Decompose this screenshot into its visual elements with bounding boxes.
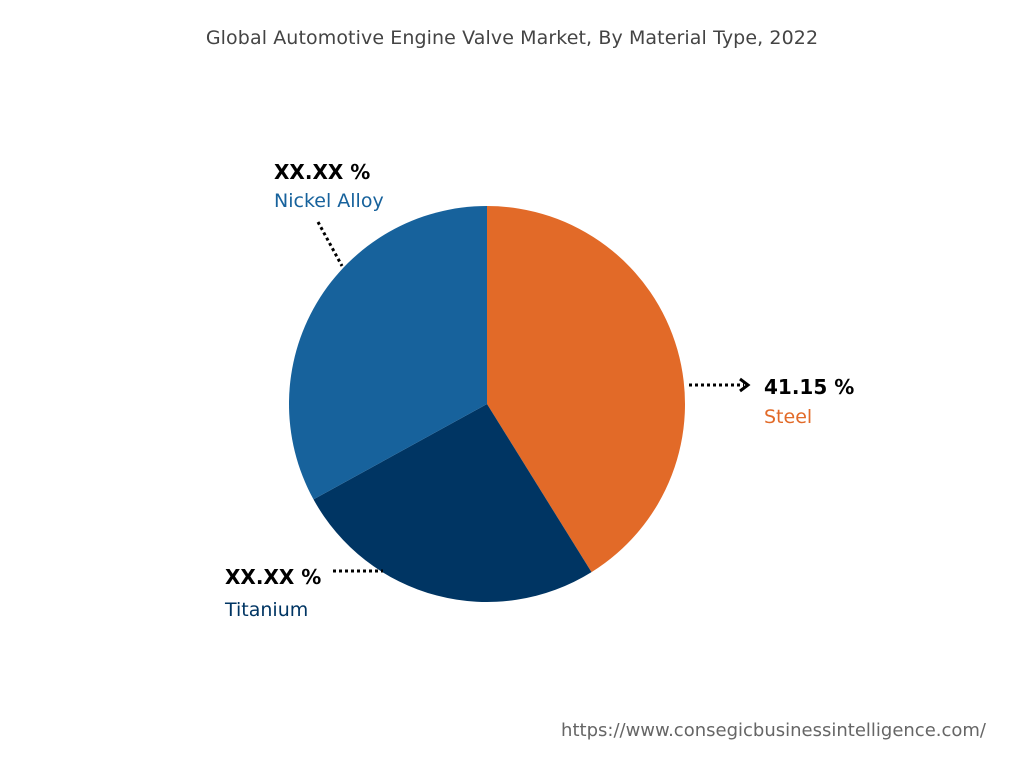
nickel-alloy-category-label: Nickel Alloy	[274, 190, 384, 212]
steel-leader-arrow	[739, 377, 751, 393]
pie-slice-titanium	[313, 404, 592, 602]
nickel-alloy-value-label: XX.XX %	[274, 160, 370, 184]
pie-slice-steel	[487, 206, 685, 573]
nickel-alloy-leader-line	[316, 221, 344, 267]
steel-category-label: Steel	[764, 406, 812, 428]
steel-value-label: 41.15 %	[764, 375, 854, 399]
titanium-value-label: XX.XX %	[225, 565, 321, 589]
titanium-category-label: Titanium	[224, 599, 308, 621]
chart-title: Global Automotive Engine Valve Market, B…	[205, 27, 819, 49]
pie-slices	[289, 206, 685, 602]
source-url: https://www.consegicbusinessintelligence…	[561, 720, 986, 741]
pie-slice-nickel-alloy	[289, 206, 487, 500]
